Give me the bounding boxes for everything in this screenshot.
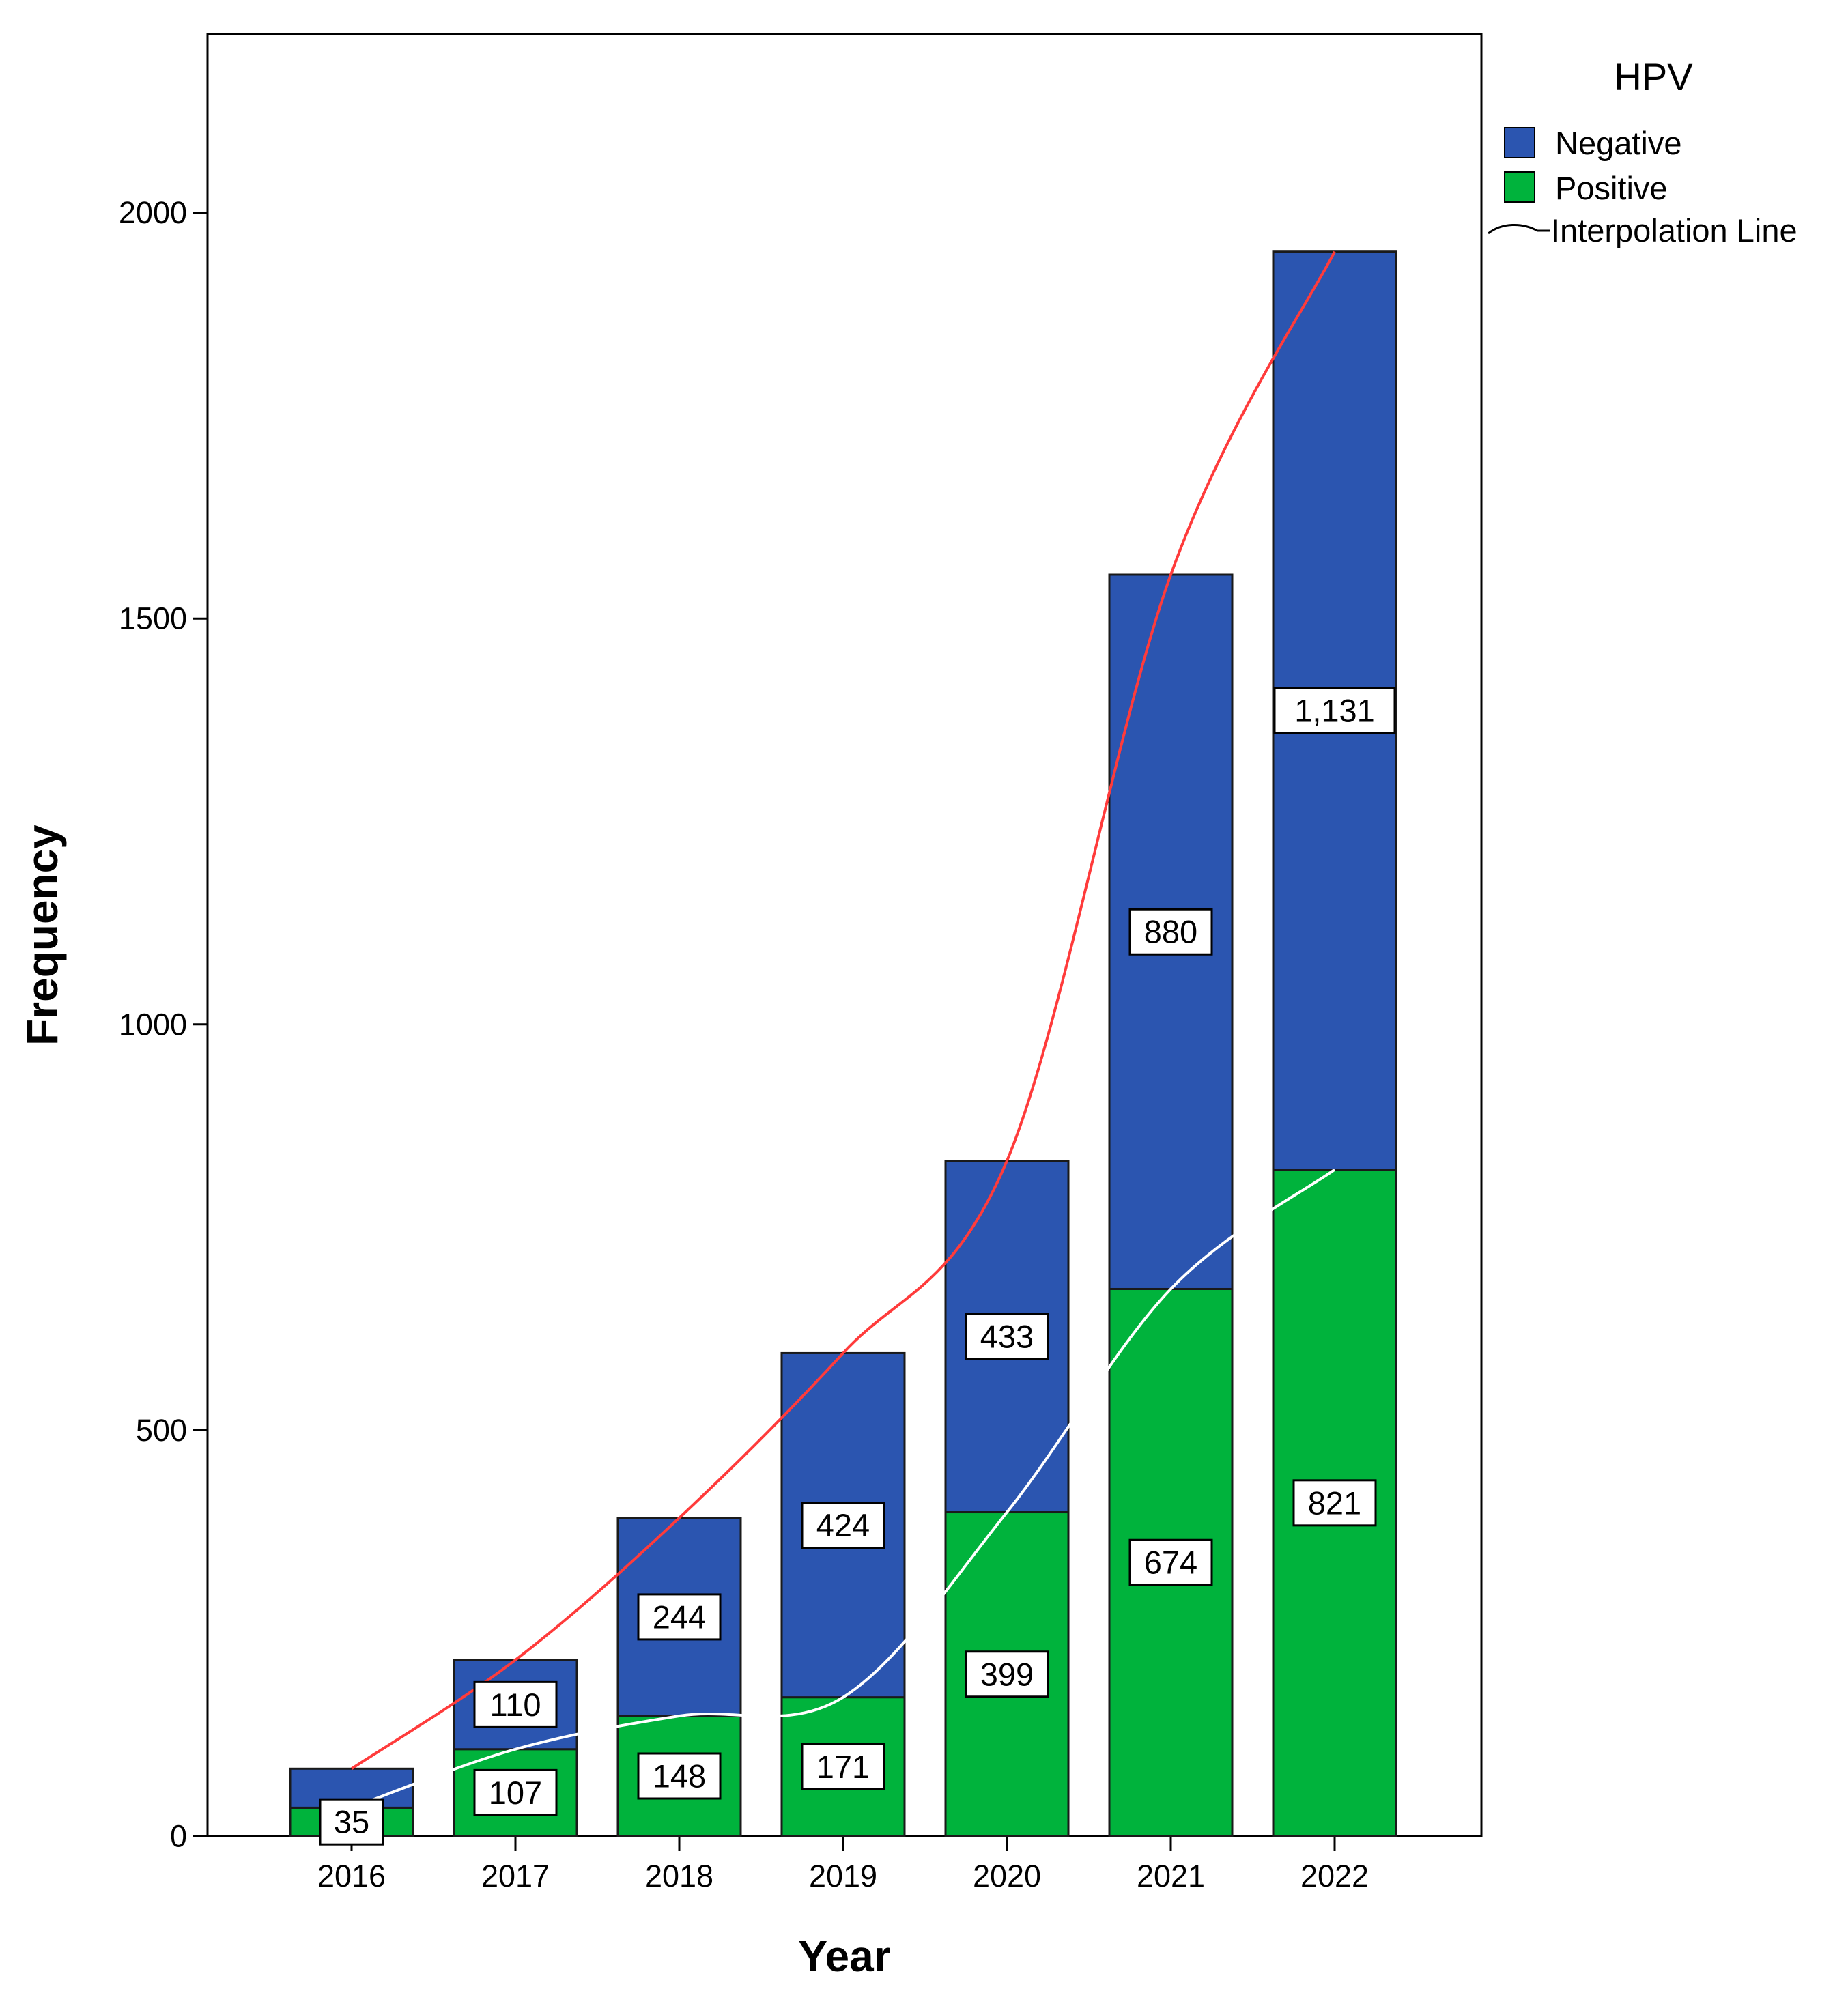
data-label-box [473,1680,558,1728]
data-label-positive: 107 [489,1775,542,1811]
legend-label-positive: Positive [1555,170,1668,206]
data-label-box [473,1768,558,1816]
x-axis-title: Year [798,1932,890,1981]
data-label-positive: 35 [334,1804,369,1840]
legend-label-negative: Negative [1555,125,1682,161]
data-label-box [965,1313,1049,1360]
interpolation-line-total [350,250,1336,1770]
x-tick-label: 2018 [645,1859,713,1893]
legend-line-icon [1488,223,1550,235]
data-label-box [1128,908,1213,956]
legend-swatch-positive [1504,171,1535,203]
x-tick-label: 2019 [809,1859,877,1893]
data-label-positive: 674 [1144,1545,1197,1581]
x-tick-label: 2022 [1300,1859,1369,1893]
data-label-positive: 148 [653,1758,706,1794]
data-label-negative: 110 [490,1687,541,1723]
legend-swatch-negative [1504,127,1535,158]
data-label-box [1273,687,1396,734]
interpolation-line-positive [351,1169,1336,1809]
y-tick-label: 1000 [119,1007,187,1042]
y-axis: 0 500 1000 1500 2000 [119,195,208,1854]
data-label-box [637,1593,722,1641]
data-label-box [1292,1479,1377,1527]
legend-title: HPV [1614,55,1693,98]
y-axis-title: Frequency [18,825,67,1046]
legend-label-interpolation-line: Interpolation Line [1551,212,1797,248]
data-label-negative: 244 [653,1599,706,1635]
data-label-positive: 821 [1308,1485,1361,1521]
data-label-negative: 1,131 [1294,693,1375,729]
data-label-box [965,1650,1049,1698]
y-tick-label: 500 [136,1413,187,1448]
x-tick-label: 2020 [973,1859,1041,1893]
y-tick-label: 1500 [119,601,187,636]
x-axis: 2016 2017 2018 2019 2020 2021 2022 [317,1836,1369,1893]
data-label-positive: 171 [816,1749,870,1785]
data-label-box [319,1798,384,1846]
data-label-positive: 399 [980,1656,1034,1692]
interpolation-lines [350,250,1336,1809]
x-tick-label: 2017 [481,1859,550,1893]
y-tick-label: 0 [170,1819,187,1854]
legend: HPV Negative Positive Interpolation Line [1488,55,1797,248]
data-label-negative: 424 [816,1507,870,1543]
x-tick-label: 2021 [1137,1859,1205,1893]
y-tick-label: 2000 [119,195,187,230]
data-label-negative: 433 [980,1319,1034,1355]
data-label-box [637,1752,722,1800]
data-label-negative: 880 [1144,914,1197,950]
data-label-box [1128,1538,1213,1586]
data-label-box [801,1743,885,1790]
data-labels: 35 107 148 171 399 674 821 110 244 424 433 880 1,131 [319,687,1396,1846]
data-label-box [801,1502,885,1549]
x-tick-label: 2016 [317,1859,386,1893]
